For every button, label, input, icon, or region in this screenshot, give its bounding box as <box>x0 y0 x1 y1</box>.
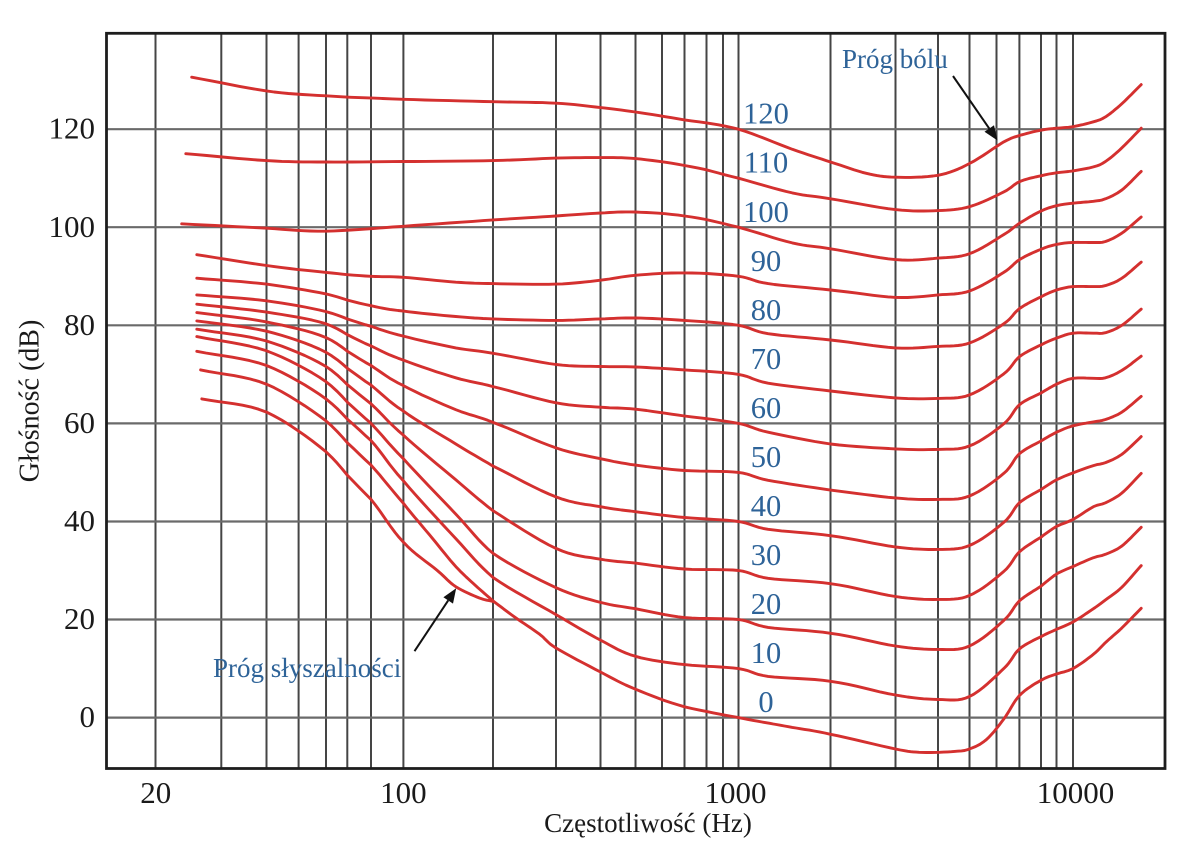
svg-text:10000: 10000 <box>1037 775 1115 810</box>
svg-text:Częstotliwość (Hz): Częstotliwość (Hz) <box>544 808 752 838</box>
svg-text:60: 60 <box>64 405 95 440</box>
svg-text:80: 80 <box>64 307 95 342</box>
svg-text:120: 120 <box>743 97 789 131</box>
svg-text:0: 0 <box>758 685 773 719</box>
svg-text:80: 80 <box>751 293 782 327</box>
svg-text:60: 60 <box>751 391 782 425</box>
svg-text:20: 20 <box>140 775 171 810</box>
svg-text:20: 20 <box>751 587 782 621</box>
svg-text:0: 0 <box>80 699 96 734</box>
svg-text:Próg słyszalności: Próg słyszalności <box>213 653 401 683</box>
svg-text:50: 50 <box>751 440 782 474</box>
svg-text:70: 70 <box>751 342 782 376</box>
svg-text:110: 110 <box>744 146 789 180</box>
svg-text:40: 40 <box>751 489 782 523</box>
svg-text:30: 30 <box>751 538 782 572</box>
svg-text:100: 100 <box>743 195 789 229</box>
svg-text:120: 120 <box>49 111 96 146</box>
svg-text:100: 100 <box>380 775 427 810</box>
svg-text:40: 40 <box>64 503 95 538</box>
svg-text:20: 20 <box>64 601 95 636</box>
svg-text:1000: 1000 <box>705 775 767 810</box>
svg-text:90: 90 <box>751 244 782 278</box>
svg-text:Głośność (dB): Głośność (dB) <box>14 320 45 483</box>
svg-text:100: 100 <box>49 209 96 244</box>
svg-text:Próg bólu: Próg bólu <box>842 44 948 74</box>
svg-text:10: 10 <box>751 636 782 670</box>
